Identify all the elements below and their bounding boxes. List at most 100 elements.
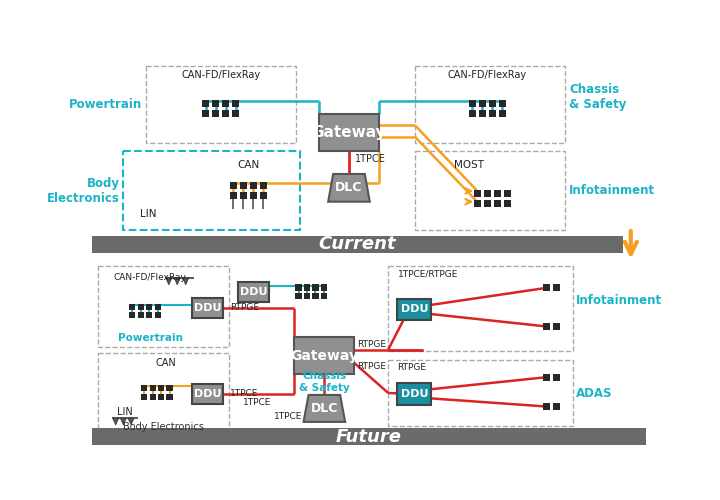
Text: Powertrain: Powertrain — [69, 98, 143, 111]
Bar — [295, 284, 302, 290]
Bar — [479, 100, 486, 107]
Polygon shape — [128, 418, 134, 425]
Bar — [543, 403, 549, 410]
Bar — [312, 293, 318, 299]
Bar — [554, 323, 560, 330]
Bar — [230, 192, 237, 200]
Bar — [166, 394, 173, 400]
Bar — [554, 284, 560, 292]
Bar — [294, 337, 354, 374]
Bar — [484, 200, 490, 207]
Bar — [474, 190, 481, 197]
Text: DDU: DDU — [240, 287, 267, 297]
Bar — [222, 110, 229, 117]
Bar — [146, 312, 153, 318]
Bar — [489, 100, 496, 107]
Bar — [222, 100, 229, 107]
Bar — [321, 284, 327, 290]
Bar — [415, 66, 565, 143]
Bar — [212, 100, 219, 107]
Bar — [233, 100, 239, 107]
Bar — [397, 298, 431, 320]
Bar — [145, 66, 296, 143]
Text: 1TPCE: 1TPCE — [230, 390, 258, 398]
Text: ADAS: ADAS — [576, 386, 613, 400]
Text: 1TPCE/RTPGE: 1TPCE/RTPGE — [397, 270, 458, 278]
Bar — [321, 293, 327, 299]
Bar — [469, 100, 476, 107]
Bar — [499, 100, 505, 107]
Text: DDU: DDU — [400, 304, 428, 314]
Text: LIN: LIN — [140, 209, 156, 219]
Bar — [499, 110, 505, 117]
Text: RTPGE: RTPGE — [356, 340, 386, 349]
Bar — [192, 298, 222, 318]
Text: 1TPCE: 1TPCE — [274, 412, 302, 420]
Bar — [260, 182, 266, 190]
Bar — [489, 110, 496, 117]
Text: CAN: CAN — [237, 160, 259, 170]
Bar — [260, 192, 266, 200]
Bar — [240, 192, 246, 200]
Bar — [304, 293, 310, 299]
Polygon shape — [166, 278, 172, 285]
Bar — [202, 110, 210, 117]
Text: CAN-FD/FlexRay: CAN-FD/FlexRay — [448, 70, 527, 81]
Bar — [158, 386, 164, 392]
Text: CAN-FD/FlexRay: CAN-FD/FlexRay — [181, 70, 261, 81]
Bar — [141, 394, 147, 400]
Text: MOST: MOST — [454, 160, 484, 170]
Text: RTPGE: RTPGE — [230, 303, 259, 312]
Polygon shape — [120, 418, 127, 425]
Bar — [388, 266, 573, 351]
Bar — [158, 394, 164, 400]
Text: LIN: LIN — [117, 407, 133, 417]
Text: CAN: CAN — [156, 358, 176, 368]
Text: 1TPCE: 1TPCE — [355, 154, 386, 164]
Bar — [92, 236, 623, 252]
Bar — [295, 293, 302, 299]
Bar — [494, 190, 500, 197]
Polygon shape — [112, 418, 119, 425]
Bar — [130, 312, 135, 318]
Text: DDU: DDU — [194, 302, 221, 312]
Polygon shape — [328, 174, 370, 202]
Text: RTPGE: RTPGE — [356, 362, 386, 372]
Bar — [122, 151, 300, 230]
Bar — [166, 386, 173, 392]
Text: Body Electronics: Body Electronics — [123, 422, 204, 432]
Text: Body
Electronics: Body Electronics — [47, 176, 120, 204]
Bar — [479, 110, 486, 117]
Bar — [155, 312, 161, 318]
Bar — [230, 182, 237, 190]
Bar — [554, 374, 560, 380]
Bar — [312, 284, 318, 290]
Bar — [238, 282, 269, 302]
Text: RTPGE: RTPGE — [397, 364, 426, 372]
Text: DLC: DLC — [310, 402, 338, 415]
Bar — [192, 384, 222, 404]
Bar — [233, 110, 239, 117]
Bar — [98, 352, 229, 434]
Bar — [484, 190, 490, 197]
Bar — [504, 200, 510, 207]
Bar — [98, 266, 229, 347]
Text: Current: Current — [319, 235, 396, 253]
Bar — [250, 182, 256, 190]
Text: Future: Future — [336, 428, 402, 446]
Bar — [150, 394, 156, 400]
Bar — [388, 360, 573, 426]
Bar — [494, 200, 500, 207]
Text: DDU: DDU — [194, 389, 221, 399]
Bar — [138, 312, 144, 318]
Bar — [240, 182, 246, 190]
Bar — [504, 190, 510, 197]
Text: Chassis
& Safety: Chassis & Safety — [299, 371, 350, 392]
Bar — [155, 304, 161, 310]
Bar — [202, 100, 210, 107]
Text: Chassis
& Safety: Chassis & Safety — [570, 83, 626, 111]
Bar — [543, 323, 549, 330]
Bar — [146, 304, 153, 310]
Text: DDU: DDU — [400, 389, 428, 399]
Bar — [150, 386, 156, 392]
